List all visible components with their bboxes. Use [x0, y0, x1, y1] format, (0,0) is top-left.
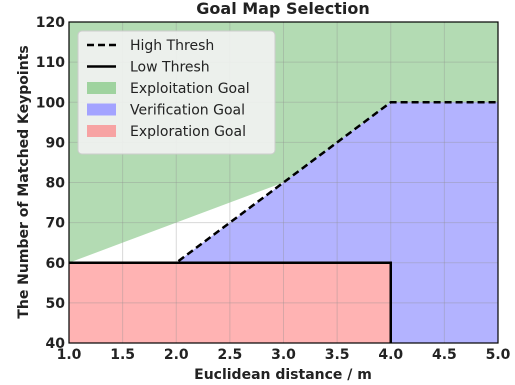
x-tick-label: 4.0 [378, 347, 403, 363]
y-tick-label: 120 [36, 15, 65, 31]
x-tick-label: 1.5 [110, 347, 135, 363]
line-low-thresh [69, 261, 392, 343]
x-tick-label: 3.5 [325, 347, 350, 363]
x-tick-label: 2.5 [217, 347, 242, 363]
chart-title: Goal Map Selection [196, 0, 369, 18]
x-tick-label: 5.0 [486, 347, 511, 363]
plot-frame [68, 21, 499, 344]
y-tick-label: 50 [46, 296, 66, 312]
legend-box [77, 30, 276, 155]
legend-swatch-exploitation-goal [87, 82, 116, 94]
x-tick-label: 3.0 [271, 347, 296, 363]
y-tick-label: 40 [46, 336, 66, 352]
y-tick-label: 60 [46, 256, 66, 272]
y-tick-label: 80 [46, 176, 66, 192]
y-tick-label: 100 [36, 95, 65, 111]
lines-layer [69, 101, 498, 343]
legend-label-low-thresh: Low Thresh [130, 60, 210, 76]
x-tick-label: 2.0 [164, 347, 189, 363]
x-axis-label: Euclidean distance / m [194, 367, 372, 383]
legend-label-exploitation-goal: Exploitation Goal [130, 81, 250, 97]
y-tick-label: 110 [36, 55, 65, 71]
x-tick-label: 4.5 [432, 347, 457, 363]
legend-label-exploration-goal: Exploration Goal [130, 124, 246, 140]
legend: High Thresh Low Thresh Exploitation Goal Ve… [77, 30, 276, 155]
x-tick-label: 1.0 [57, 347, 82, 363]
legend-swatch-verification-goal [87, 103, 116, 116]
y-tick-label: 70 [46, 216, 66, 232]
y-axis-label: The Number of Matched Keypoints [16, 45, 32, 318]
ticks-layer: 1.0 1.5 2.0 2.5 3.0 3.5 4.0 4.5 5.0 40 50 60 70 80 90 1… [36, 15, 511, 363]
legend-label-high-thresh: High Thresh [130, 38, 214, 54]
y-tick-label: 90 [46, 135, 66, 151]
legend-label-verification-goal: Verification Goal [130, 103, 245, 119]
region-exploration-goal [69, 262, 391, 343]
legend-swatch-exploration-goal [87, 125, 116, 137]
